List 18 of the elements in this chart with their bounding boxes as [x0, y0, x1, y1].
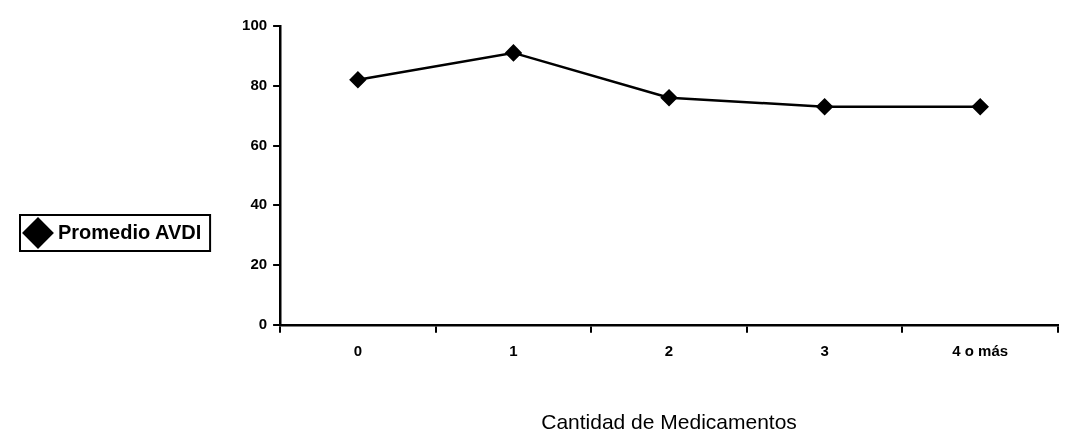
- point: [349, 71, 367, 89]
- y-tick-label: 80: [250, 75, 268, 93]
- y-tick-label: 100: [242, 16, 268, 34]
- x-tick-label: 3: [820, 341, 829, 359]
- x-tick-label: 2: [664, 341, 674, 359]
- y-tick-label: 60: [250, 135, 268, 153]
- legend-label: Promedio AVDI: [58, 220, 202, 243]
- x-tick-label: 1: [509, 341, 518, 359]
- y-tick-label: 0: [258, 314, 268, 332]
- point: [505, 44, 522, 62]
- x-tick-label: 4 o más: [952, 341, 1009, 359]
- x-axis-title: Cantidad de Medicamentos: [541, 410, 797, 434]
- x-tick-label: 0: [353, 341, 363, 359]
- point: [971, 98, 989, 115]
- point: [660, 89, 678, 106]
- point: [816, 98, 833, 115]
- y-tick-label: 20: [250, 255, 268, 273]
- y-tick-label: 40: [250, 195, 268, 213]
